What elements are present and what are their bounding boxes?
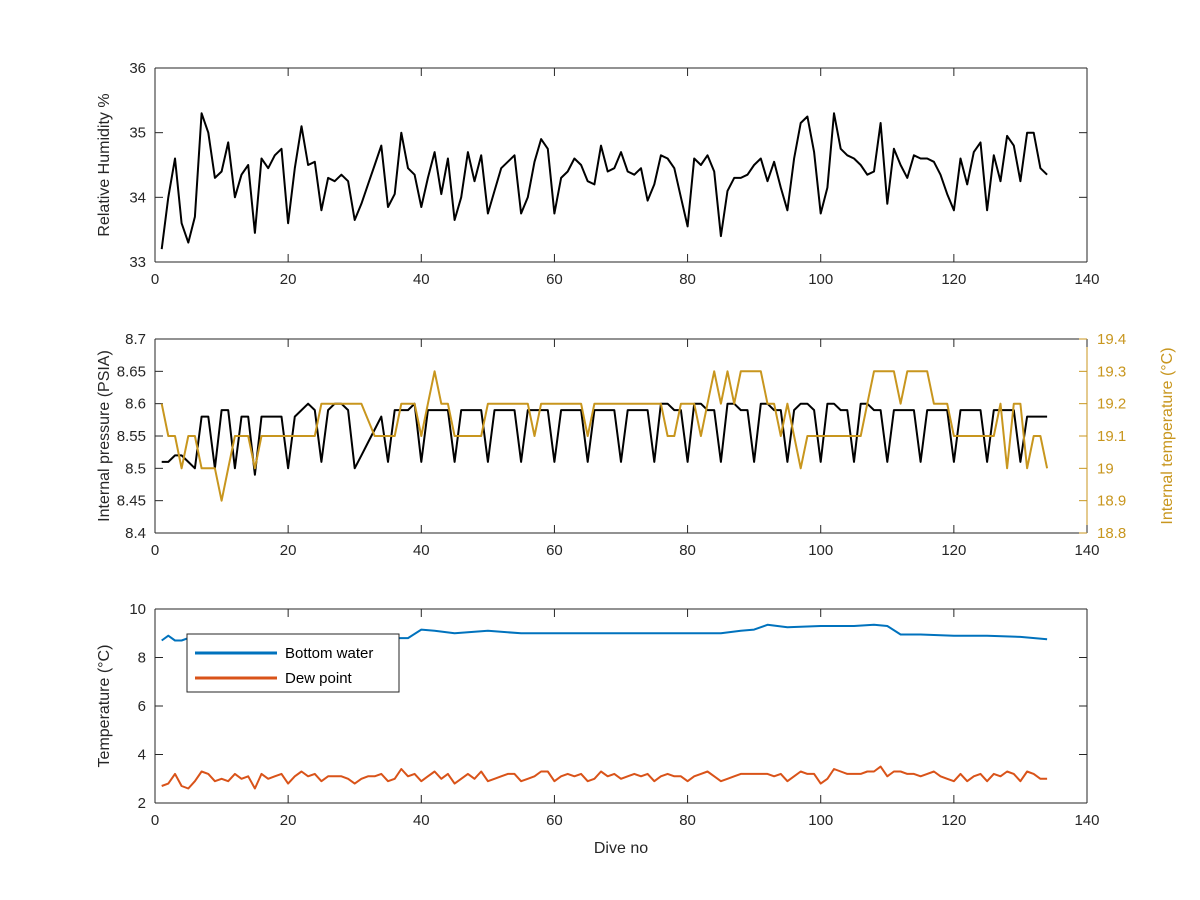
x-tick-label: 140 (1074, 812, 1099, 829)
y2-tick-label: 19.1 (1097, 428, 1126, 445)
y-tick-label: 8.55 (117, 428, 146, 445)
y-axis-label: Temperature (°C) (96, 645, 113, 768)
series-line-temperature (160, 370, 1049, 502)
y-tick-label: 8.5 (125, 460, 146, 477)
x-tick-label: 120 (941, 271, 966, 288)
x-tick-label: 60 (546, 542, 563, 559)
x-tick-label: 0 (151, 271, 159, 288)
panel-2: 0 20 40 60 80 100 120 140 8.4 8.45 8.5 8.55 8.6 8.65 8… (96, 331, 1176, 559)
legend-label: Bottom water (285, 645, 373, 662)
y-tick-label: 36 (129, 60, 146, 77)
legend-box (186, 633, 400, 693)
panel-1: 0 20 40 60 80 100 120 140 33 34 35 36 Relative Humid… (96, 60, 1100, 288)
series-line-primary (161, 402, 1048, 476)
y-tick-label: 8.4 (125, 525, 146, 542)
y-tick-label: 10 (129, 601, 146, 618)
x-tick-label: 140 (1074, 542, 1099, 559)
x-tick-label: 80 (679, 542, 696, 559)
x-tick-label: 140 (1074, 271, 1099, 288)
x-tick-label: 40 (413, 271, 430, 288)
x-tick-label: 40 (413, 542, 430, 559)
x-tick-label: 60 (546, 271, 563, 288)
x-tick-label: 100 (808, 271, 833, 288)
y2-tick-label: 18.9 (1097, 493, 1126, 510)
y2-tick-label: 19.3 (1097, 363, 1126, 380)
series-line-dew-point (161, 765, 1048, 790)
x-tick-label: 80 (679, 812, 696, 829)
x-tick-label: 0 (151, 812, 159, 829)
x-tick-label: 100 (808, 542, 833, 559)
y-axis-label: Internal pressure (PSIA) (96, 350, 113, 522)
x-tick-label: 120 (941, 542, 966, 559)
y-axis-label: Relative Humidity % (96, 93, 113, 236)
y-tick-label: 6 (138, 698, 146, 715)
x-tick-label: 100 (808, 812, 833, 829)
x-axis-label: Dive no (594, 840, 648, 857)
x-tick-label: 20 (280, 542, 297, 559)
x-tick-label: 80 (679, 271, 696, 288)
x-tick-label: 0 (151, 542, 159, 559)
y-tick-label: 8.45 (117, 493, 146, 510)
x-tick-label: 120 (941, 812, 966, 829)
y2-tick-label: 19 (1097, 460, 1114, 477)
y2-tick-label: 18.8 (1097, 525, 1126, 542)
y2-tick-label: 19.4 (1097, 331, 1126, 348)
y-tick-label: 33 (129, 254, 146, 271)
legend-label: Dew point (285, 670, 353, 687)
x-tick-label: 60 (546, 812, 563, 829)
legend: Bottom water Dew point (186, 633, 400, 693)
y-tick-label: 34 (129, 189, 146, 206)
x-tick-label: 40 (413, 812, 430, 829)
y-tick-label: 8.7 (125, 331, 146, 348)
y-tick-label: 2 (138, 795, 146, 812)
y-tick-label: 8.65 (117, 363, 146, 380)
x-tick-label: 20 (280, 812, 297, 829)
panel-3: 0 20 40 60 80 100 120 140 2 4 6 8 10 Temperature (°C)… (96, 601, 1100, 857)
series-line-primary (160, 112, 1048, 250)
y2-axis-label: Internal temperature (°C) (1159, 347, 1176, 524)
y-tick-label: 4 (138, 747, 146, 764)
y-tick-label: 8.6 (125, 396, 146, 413)
y-tick-label: 8 (138, 650, 146, 667)
y-tick-label: 35 (129, 125, 146, 142)
y2-tick-label: 19.2 (1097, 396, 1126, 413)
x-tick-label: 20 (280, 271, 297, 288)
